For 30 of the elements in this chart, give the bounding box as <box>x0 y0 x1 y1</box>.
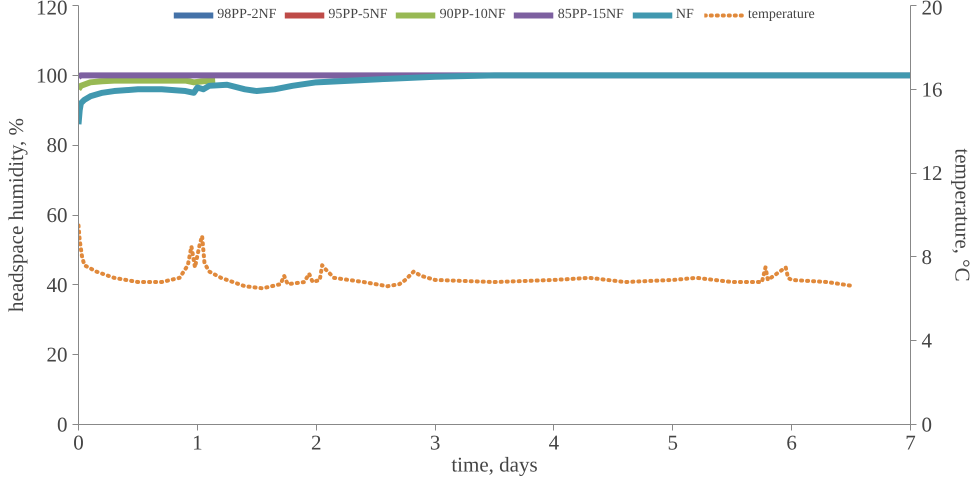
legend-label: temperature <box>748 7 815 23</box>
legend-label: 95PP-5NF <box>328 7 388 23</box>
y-axis-title: headspace humidity, % <box>4 118 28 312</box>
x-tick-label: 2 <box>310 430 322 454</box>
x-tick-label: 3 <box>430 430 440 454</box>
legend-label: 85PP-15NF <box>558 7 624 23</box>
legend-label: 98PP-2NF <box>217 7 276 23</box>
y2-tick-label: 0 <box>922 412 932 436</box>
y-tick-label: 0 <box>57 412 68 436</box>
legend-label: NF <box>676 7 695 23</box>
y2-tick-label: 12 <box>922 161 942 186</box>
legend-label: 90PP-10NF <box>440 7 506 23</box>
y-tick-label: 60 <box>46 203 68 227</box>
y2-axis-title: temperature, °C <box>950 148 974 282</box>
x-tick-label: 0 <box>73 430 84 454</box>
x-tick-label: 4 <box>548 430 560 454</box>
y2-tick-label: 4 <box>922 328 932 353</box>
y-tick-label: 100 <box>36 63 68 88</box>
y-tick-label: 20 <box>46 342 68 367</box>
y2-tick-label: 20 <box>922 0 942 20</box>
x-tick-label: 5 <box>668 430 678 454</box>
y2-tick-label: 8 <box>922 244 932 269</box>
y2-tick-label: 16 <box>922 77 942 102</box>
x-tick-label: 1 <box>192 430 203 454</box>
x-tick-label: 6 <box>786 430 797 454</box>
y-tick-label: 120 <box>36 0 68 20</box>
y-tick-label: 40 <box>46 272 68 297</box>
y-tick-label: 80 <box>46 133 68 158</box>
x-axis-title: time, days <box>451 452 538 476</box>
x-tick-label: 7 <box>905 430 916 454</box>
